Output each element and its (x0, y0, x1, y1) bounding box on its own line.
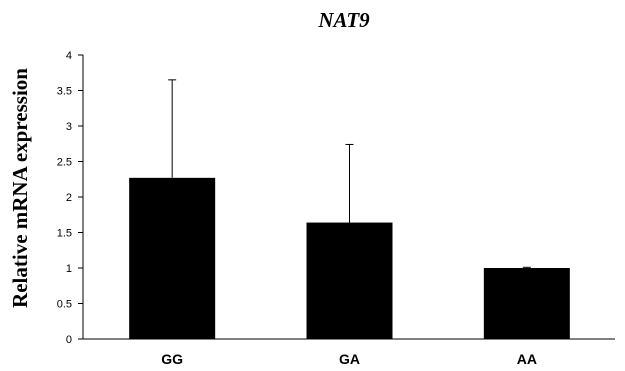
bars (129, 177, 570, 339)
bar-gg (129, 177, 216, 339)
bar-aa (483, 268, 570, 339)
x-tick-label: GG (161, 351, 183, 367)
y-tick-label: 4 (66, 50, 72, 62)
y-tick-label: 3 (66, 121, 72, 133)
x-tick-label: GA (339, 351, 360, 367)
y-tick-label: 2.5 (57, 157, 72, 169)
y-tick-label: 3.5 (57, 86, 72, 98)
x-tick-label: AA (517, 351, 537, 367)
y-tick-label: 1.5 (57, 228, 72, 240)
y-axis-title: Relative mRNA expression (8, 68, 32, 308)
x-ticks: GG GA AA (161, 351, 537, 367)
y-tick-label: 0 (66, 334, 72, 346)
y-tick-label: 2 (66, 192, 72, 204)
error-bars (168, 79, 531, 268)
y-ticks: 0 0.5 1 1.5 2 2.5 3 3.5 4 (57, 50, 83, 346)
y-tick-label: 0.5 (57, 299, 72, 311)
bar-ga (306, 222, 393, 339)
y-tick-label: 1 (66, 263, 72, 275)
chart-title: NAT9 (317, 8, 370, 32)
